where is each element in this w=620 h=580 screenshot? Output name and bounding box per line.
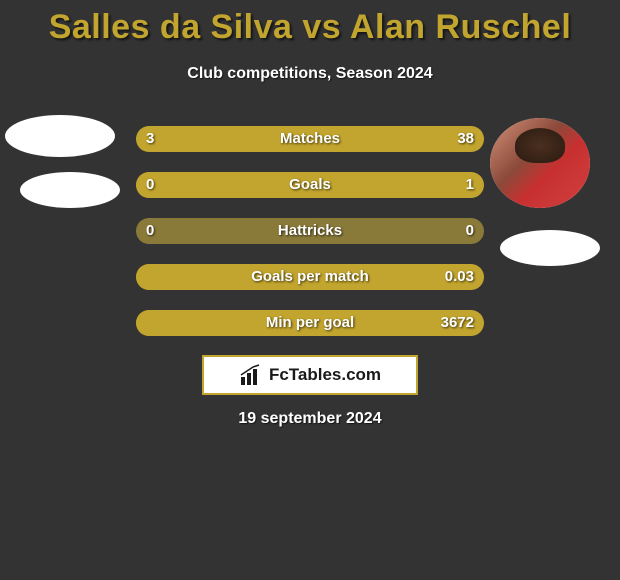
stat-value-right: 0.03	[445, 264, 474, 290]
brand-logo-text: FcTables.com	[269, 365, 381, 385]
comparison-infographic: Salles da Silva vs Alan Ruschel Club com…	[0, 0, 620, 580]
stat-label: Goals per match	[136, 264, 484, 290]
stat-label: Goals	[136, 172, 484, 198]
stats-list: 3Matches380Goals10Hattricks0Goals per ma…	[136, 126, 484, 356]
stat-row: Min per goal3672	[136, 310, 484, 336]
page-subtitle: Club competitions, Season 2024	[0, 65, 620, 83]
stat-row: 0Goals1	[136, 172, 484, 198]
player-right-avatar	[490, 118, 590, 208]
stat-row: 3Matches38	[136, 126, 484, 152]
player-right-shadow-ellipse	[500, 230, 600, 266]
brand-logo-bar: FcTables.com	[202, 355, 418, 395]
bar-chart-icon	[239, 363, 263, 387]
stat-row: Goals per match0.03	[136, 264, 484, 290]
stat-value-right: 0	[466, 218, 474, 244]
stat-value-right: 38	[457, 126, 474, 152]
page-title: Salles da Silva vs Alan Ruschel	[0, 0, 620, 47]
player-left-shadow-ellipse	[20, 172, 120, 208]
stat-label: Hattricks	[136, 218, 484, 244]
publish-date: 19 september 2024	[0, 410, 620, 428]
stat-label: Matches	[136, 126, 484, 152]
stat-row: 0Hattricks0	[136, 218, 484, 244]
stat-value-right: 3672	[441, 310, 474, 336]
stat-label: Min per goal	[136, 310, 484, 336]
player-left-avatar-placeholder	[5, 115, 115, 157]
stat-value-right: 1	[466, 172, 474, 198]
player-right-avatar-image	[490, 118, 590, 208]
